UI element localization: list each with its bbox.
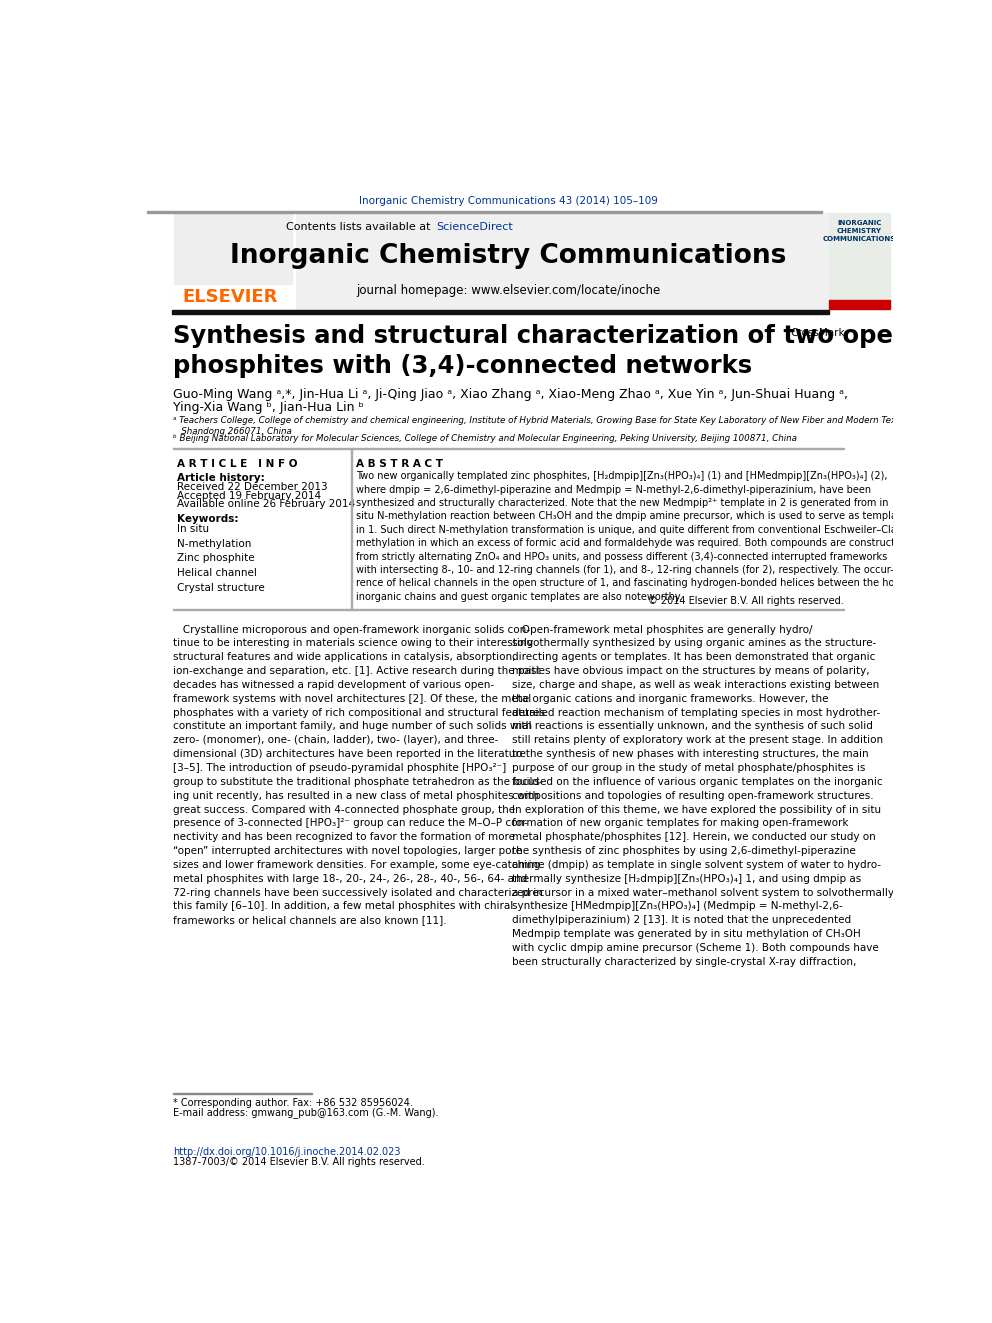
Text: Synthesis and structural characterization of two open-framework zinc
phosphites : Synthesis and structural characterizatio… bbox=[173, 324, 992, 378]
Text: http://dx.doi.org/10.1016/j.inoche.2014.02.023: http://dx.doi.org/10.1016/j.inoche.2014.… bbox=[173, 1147, 401, 1156]
Bar bbox=[829, 300, 890, 308]
Text: Inorganic Chemistry Communications 43 (2014) 105–109: Inorganic Chemistry Communications 43 (2… bbox=[359, 196, 658, 205]
Text: journal homepage: www.elsevier.com/locate/inoche: journal homepage: www.elsevier.com/locat… bbox=[356, 284, 661, 298]
Text: Keywords:: Keywords: bbox=[177, 515, 238, 524]
Bar bbox=[172, 310, 829, 314]
Text: Accepted 19 February 2014: Accepted 19 February 2014 bbox=[177, 491, 320, 500]
Text: Two new organically templated zinc phosphites, [H₂dmpip][Zn₃(HPO₃)₄] (1) and [HM: Two new organically templated zinc phosp… bbox=[356, 471, 913, 602]
Text: ScienceDirect: ScienceDirect bbox=[436, 222, 513, 232]
Text: * Corresponding author. Fax: +86 532 85956024.: * Corresponding author. Fax: +86 532 859… bbox=[173, 1098, 413, 1109]
Text: E-mail address: gmwang_pub@163.com (G.-M. Wang).: E-mail address: gmwang_pub@163.com (G.-M… bbox=[173, 1106, 438, 1118]
Bar bbox=[175, 214, 293, 283]
Text: Received 22 December 2013: Received 22 December 2013 bbox=[177, 482, 327, 492]
Text: Crystalline microporous and open-framework inorganic solids con-
tinue to be int: Crystalline microporous and open-framewo… bbox=[173, 624, 545, 925]
Bar bbox=[147, 212, 821, 213]
Bar bbox=[172, 213, 295, 308]
Text: ᵃ Teachers College, College of chemistry and chemical engineering, Institute of : ᵃ Teachers College, College of chemistry… bbox=[173, 415, 992, 437]
Text: Article history:: Article history: bbox=[177, 472, 265, 483]
Bar bbox=[829, 213, 890, 308]
Text: Open-framework metal phosphites are generally hydro/
solvothermally synthesized : Open-framework metal phosphites are gene… bbox=[512, 624, 894, 967]
Text: 1387-7003/© 2014 Elsevier B.V. All rights reserved.: 1387-7003/© 2014 Elsevier B.V. All right… bbox=[173, 1156, 425, 1167]
Text: Inorganic Chemistry Communications: Inorganic Chemistry Communications bbox=[230, 243, 787, 270]
Text: INORGANIC
CHEMISTRY
COMMUNICATIONS: INORGANIC CHEMISTRY COMMUNICATIONS bbox=[822, 221, 896, 242]
Text: A R T I C L E   I N F O: A R T I C L E I N F O bbox=[177, 459, 298, 470]
Text: ᵇ Beijing National Laboratory for Molecular Sciences, College of Chemistry and M: ᵇ Beijing National Laboratory for Molecu… bbox=[173, 434, 797, 443]
Text: CrossMark: CrossMark bbox=[791, 328, 845, 339]
Text: Contents lists available at: Contents lists available at bbox=[286, 222, 434, 232]
Text: A B S T R A C T: A B S T R A C T bbox=[356, 459, 443, 470]
Text: Guo-Ming Wang ᵃ,*, Jin-Hua Li ᵃ, Ji-Qing Jiao ᵃ, Xiao Zhang ᵃ, Xiao-Meng Zhao ᵃ,: Guo-Ming Wang ᵃ,*, Jin-Hua Li ᵃ, Ji-Qing… bbox=[173, 388, 848, 401]
Text: Available online 26 February 2014: Available online 26 February 2014 bbox=[177, 499, 355, 509]
Text: © 2014 Elsevier B.V. All rights reserved.: © 2014 Elsevier B.V. All rights reserved… bbox=[648, 597, 844, 606]
Bar bbox=[172, 213, 829, 308]
Text: In situ
N-methylation
Zinc phosphite
Helical channel
Crystal structure: In situ N-methylation Zinc phosphite Hel… bbox=[177, 524, 265, 593]
Text: Ying-Xia Wang ᵇ, Jian-Hua Lin ᵇ: Ying-Xia Wang ᵇ, Jian-Hua Lin ᵇ bbox=[173, 401, 364, 414]
Text: ELSEVIER: ELSEVIER bbox=[183, 288, 278, 306]
